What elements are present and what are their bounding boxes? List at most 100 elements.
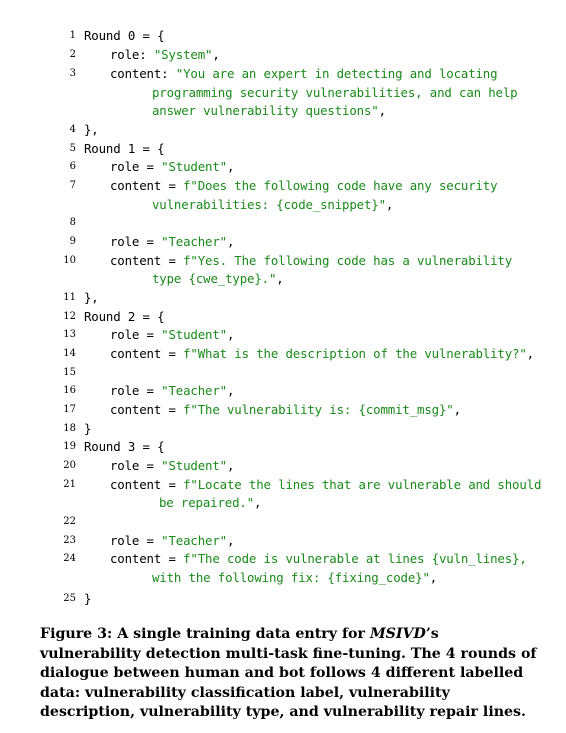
string-token: "Teacher" [161,234,227,249]
code-text: role = "Teacher", [110,532,234,550]
code-token: Round 0 = { [84,28,165,43]
string-token: programming security vulnerabilities, an… [152,85,518,100]
string-token: "Teacher" [161,383,227,398]
line-number: 15 [63,367,76,378]
string-token: "Student" [161,159,227,174]
code-text: content: "You are an expert in detecting… [110,65,498,83]
line-number: 16 [63,385,76,396]
string-token: f"Does the following code have any secur… [183,178,498,193]
code-token: role = [110,327,162,342]
string-token: answer vulnerability questions" [152,103,379,118]
code-token: } [84,421,92,436]
string-token: type {cwe_type}." [152,271,277,286]
code-token: content = [110,178,184,193]
figure-label: Figure 3: [40,626,113,642]
code-token: }, [84,290,99,305]
code-token: Round 2 = { [84,309,165,324]
code-text: answer vulnerability questions", [152,102,386,120]
code-token: , [226,327,235,342]
code-token: , [385,197,394,212]
code-text: } [84,590,91,608]
string-token: "Teacher" [161,533,227,548]
line-number: 14 [63,348,76,359]
string-token: f"What is the description of the vulnera… [183,346,527,361]
string-token: "Student" [161,327,227,342]
code-text: Round 1 = { [84,140,165,158]
caption-text-2: ’s vulnerability detection multi-task fi… [40,626,537,721]
string-token: "You are an expert in detecting and loca… [175,66,498,81]
caption-text-1: A single training data entry for [112,626,370,642]
string-token: f"The vulnerability is: {commit_msg}" [183,402,454,417]
string-token: f"The code is vulnerable at lines {vuln_… [183,551,527,566]
line-number: 20 [63,460,76,471]
code-token: content = [110,253,184,268]
code-token: , [226,458,235,473]
line-number: 11 [63,292,76,303]
line-number: 8 [69,217,76,228]
code-token: content = [110,346,184,361]
code-text: role = "Student", [110,457,234,475]
code-text: role = "Student", [110,158,234,176]
string-token: with the following fix: {fixing_code}" [152,570,430,585]
code-text: role: "System", [110,46,220,64]
string-token: f"Yes. The following code has a vulnerab… [183,253,513,268]
code-text: content = f"The code is vulnerable at li… [110,550,527,568]
code-token: role = [110,533,162,548]
code-token: , [254,495,262,510]
figure-caption: Figure 3: A single training data entry f… [40,625,540,723]
line-number: 22 [63,516,76,527]
code-token: role: [110,47,154,62]
code-text: with the following fix: {fixing_code}", [152,569,437,587]
caption-system-name: MSIVD [369,626,426,642]
code-token: , [378,103,386,118]
code-text: role = "Teacher", [110,233,234,251]
code-text: role = "Teacher", [110,382,234,400]
code-token: , [429,570,438,585]
code-token: , [226,234,235,249]
string-token: f"Locate the lines that are vulnerable a… [183,477,542,492]
string-token: "Student" [161,458,227,473]
line-number: 4 [69,124,76,135]
code-token: Round 1 = { [84,141,165,156]
code-text: content = f"Does the following code have… [110,177,498,195]
code-token: , [276,271,284,286]
code-text: content = f"Yes. The following code has … [110,252,512,270]
line-number: 6 [69,161,76,172]
code-text: content = f"What is the description of t… [110,345,534,363]
line-number: 24 [63,553,76,564]
code-token: } [84,591,92,606]
line-number: 13 [63,329,76,340]
line-number: 19 [63,441,76,452]
line-number: 21 [63,479,76,490]
string-token: be repaired." [159,495,255,510]
code-text: }, [84,289,99,307]
code-token: content = [110,477,184,492]
code-token: content: [110,66,176,81]
code-text: } [84,420,91,438]
code-token: , [226,533,235,548]
code-text: content = f"The vulnerability is: {commi… [110,401,461,419]
code-token: , [453,402,461,417]
code-token: role = [110,383,162,398]
code-token: role = [110,458,162,473]
code-text: content = f"Locate the lines that are vu… [110,476,541,494]
code-token: role = [110,159,162,174]
line-number: 12 [63,311,76,322]
code-token: , [226,383,235,398]
code-text: vulnerabilities: {code_snippet}", [152,196,393,214]
string-token: "System" [153,47,213,62]
line-number: 2 [69,49,76,60]
line-number: 1 [69,30,76,41]
line-number: 17 [63,404,76,415]
code-token: role = [110,234,162,249]
code-token: content = [110,551,184,566]
code-token: , [212,47,220,62]
code-text: programming security vulnerabilities, an… [152,84,518,102]
code-text: Round 2 = { [84,308,165,326]
code-text: type {cwe_type}.", [152,270,284,288]
line-number: 23 [63,535,76,546]
code-token: , [526,346,534,361]
code-token: content = [110,402,184,417]
code-text: }, [84,121,99,139]
code-text: role = "Student", [110,326,234,344]
